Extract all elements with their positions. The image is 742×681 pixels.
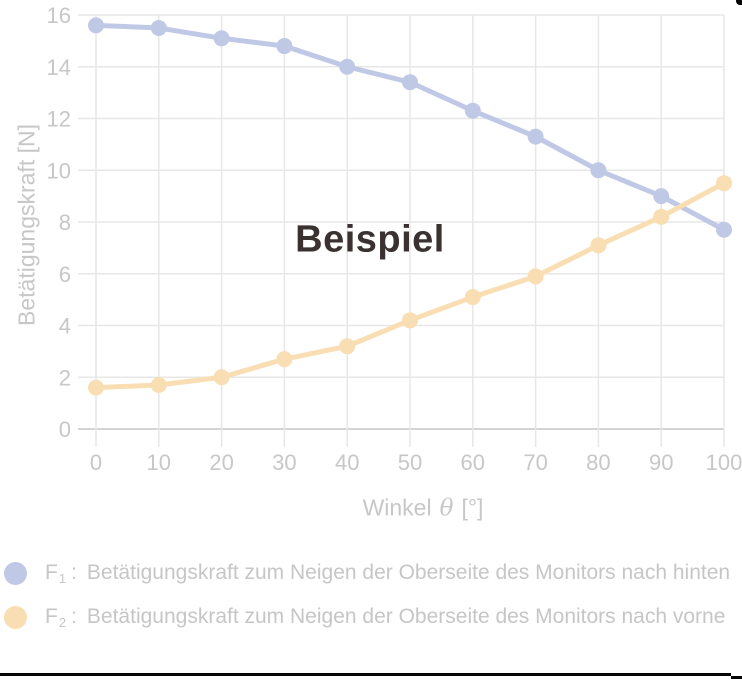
series-f2-point (653, 208, 670, 225)
x-tick-label: 50 (398, 450, 422, 475)
bottom-divider-rule (0, 673, 731, 676)
series-f2-point (716, 175, 732, 192)
x-tick-label: 80 (586, 450, 610, 475)
series-f1 (88, 17, 732, 238)
series-f2-point (402, 312, 418, 329)
line-chart-plot: 0 2 4 6 8 10 12 14 16 0 10 20 30 40 50 60 70 80 90 100 (47, 3, 742, 475)
legend-f2-text: Betätigungskraft zum Neigen der Oberseit… (86, 605, 726, 628)
series-f2-point (88, 379, 104, 396)
series-f2-point (150, 377, 167, 394)
f2-series-dot-icon (4, 605, 27, 629)
x-tick-label: 20 (209, 450, 233, 475)
series-f2 (88, 175, 732, 396)
series-f2-point (339, 338, 356, 355)
legend-f1-text: Betätigungskraft zum Neigen der Oberseit… (86, 561, 731, 584)
y-tick-label: 14 (47, 55, 71, 80)
legend-f1-subscript: 1 (58, 571, 67, 586)
series-f1-point (590, 162, 607, 179)
chart-annotation: Beispiel (295, 218, 445, 261)
x-tick-label: 40 (335, 450, 359, 475)
gridlines (78, 14, 725, 447)
legend-label-f2: F2: Betätigungskraft zum Neigen der Obers… (45, 605, 726, 630)
series-f2-point (464, 289, 481, 306)
tick-labels: 0 2 4 6 8 10 12 14 16 0 10 20 30 40 50 60 70 80 90 100 (47, 3, 742, 475)
series-f2-point (590, 237, 607, 254)
legend-item-f2: F2: Betätigungskraft zum Neigen der Obers… (4, 595, 738, 639)
f1-series-dot-icon (4, 561, 27, 585)
series-f1-point (653, 188, 670, 205)
legend: F1: Betätigungskraft zum Neigen der Obers… (4, 551, 738, 639)
y-tick-label: 8 (59, 210, 71, 235)
theta-symbol: θ (439, 495, 454, 522)
legend-label-f1: F1: Betätigungskraft zum Neigen der Obers… (45, 561, 731, 586)
y-tick-label: 12 (47, 107, 71, 132)
y-tick-label: 0 (59, 417, 71, 442)
y-tick-label: 2 (59, 365, 71, 390)
x-tick-label: 70 (523, 450, 547, 475)
x-tick-label: 30 (272, 450, 296, 475)
series-f1-point (527, 128, 544, 145)
x-axis-title: Winkel θ [°] (363, 495, 484, 522)
legend-f1-colon: : (71, 561, 77, 584)
x-tick-label: 90 (649, 450, 673, 475)
series-f1-point (464, 102, 481, 119)
x-tick-label: 100 (706, 450, 742, 475)
legend-f2-colon: : (71, 605, 77, 628)
x-tick-label: 10 (147, 450, 171, 475)
y-tick-label: 6 (59, 262, 71, 287)
x-tick-label: 60 (461, 450, 485, 475)
y-axis-title: Betätigungskraft [N] (13, 124, 40, 326)
top-right-corner-mark (736, 0, 742, 5)
x-axis-title-word: Winkel (362, 494, 432, 521)
series-f1-point (339, 58, 356, 75)
x-tick-label: 0 (90, 450, 102, 475)
series-f1-point (150, 19, 167, 36)
x-axis-title-unit: [°] (461, 494, 484, 521)
series-f1-point (88, 17, 104, 34)
series-f2-point (213, 369, 230, 386)
series-f1-point (402, 74, 418, 91)
bottom-divider-rule-step (731, 676, 742, 679)
series-f1-point (213, 30, 230, 47)
legend-item-f1: F1: Betätigungskraft zum Neigen der Obers… (4, 551, 738, 595)
y-tick-label: 10 (47, 158, 71, 183)
series-f1-point (716, 221, 732, 238)
series-f1-point (276, 38, 293, 55)
series-f2-point (527, 268, 544, 285)
legend-f2-symbol: F (45, 605, 58, 628)
legend-f1-symbol: F (45, 561, 58, 584)
y-tick-label: 4 (59, 314, 71, 339)
legend-f2-subscript: 2 (58, 615, 67, 630)
y-tick-label: 16 (47, 3, 71, 28)
series-f2-point (276, 351, 293, 368)
